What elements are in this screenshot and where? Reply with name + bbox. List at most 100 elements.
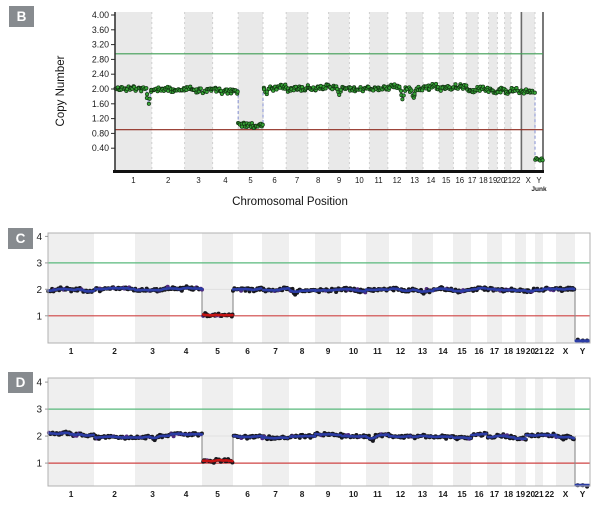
chromosome-label: 21 xyxy=(534,346,544,356)
chromosome-label: 7 xyxy=(273,489,278,499)
chromosome-label: X xyxy=(526,176,532,185)
chromosome-label: 15 xyxy=(457,489,467,499)
junk-sublabel: Junk xyxy=(531,186,547,193)
y-axis-ticks: 4 3 2 1 xyxy=(36,378,48,470)
chromosome-label: 17 xyxy=(468,176,477,185)
chromosome-label: 11 xyxy=(375,176,383,185)
chromosome-label: 4 xyxy=(184,346,189,356)
chromosome-label: 3 xyxy=(150,489,155,499)
chromosome-label: 12 xyxy=(396,346,406,356)
y-tick-label: 1.20 xyxy=(92,114,109,124)
chromosome-label: 5 xyxy=(215,489,220,499)
panel-d-label: D xyxy=(8,372,33,393)
chromosome-label: 18 xyxy=(504,489,514,499)
chromosome-label: 4 xyxy=(223,176,228,185)
y-axis-ticks: 4 3 2 1 xyxy=(36,232,48,322)
chromosome-label: 12 xyxy=(396,489,406,499)
chromosome-label: 5 xyxy=(248,176,253,185)
chromosome-label: 1 xyxy=(131,176,135,185)
chromosome-label: 16 xyxy=(455,176,464,185)
plot-border xyxy=(47,232,591,344)
chromosome-label: 8 xyxy=(300,489,305,499)
chromosome-label: 22 xyxy=(545,346,555,356)
y-tick-label: 3 xyxy=(36,258,42,269)
chromosome-label: 19 xyxy=(489,176,498,185)
y-tick-label: 4.00 xyxy=(92,10,109,20)
chromosome-label: 14 xyxy=(427,176,436,185)
y-tick-label: 2 xyxy=(36,432,42,443)
segment-mean-lines xyxy=(46,286,591,343)
chromosome-label: 20 xyxy=(526,489,536,499)
chromosome-label: 11 xyxy=(373,346,382,356)
chromosome-label: 10 xyxy=(349,489,359,499)
chromosome-label: 15 xyxy=(457,346,467,356)
y-tick-label: 2 xyxy=(36,285,42,296)
chromosome-label: 12 xyxy=(393,176,402,185)
segment-mean-lines xyxy=(47,431,591,487)
chromosome-label: 17 xyxy=(490,489,500,499)
y-tick-label: 3 xyxy=(36,405,42,416)
y-tick-label: 2.40 xyxy=(92,69,109,79)
chromosome-label: 3 xyxy=(196,176,200,185)
y-tick-label: 3.60 xyxy=(92,25,109,35)
chromosome-label: 20 xyxy=(497,176,506,185)
chromosome-label: 20 xyxy=(526,346,536,356)
chromosome-label: 9 xyxy=(326,489,331,499)
chromosome-label: X xyxy=(563,346,569,356)
panel-b-x-axis-title: Chromosomal Position xyxy=(232,196,348,208)
chromosome-label: Y xyxy=(580,489,586,499)
chromosome-label: 17 xyxy=(490,346,500,356)
chromosome-label: 13 xyxy=(410,176,419,185)
chromosome-label: 6 xyxy=(245,346,250,356)
chromosome-label: 9 xyxy=(337,176,341,185)
chromosome-labels: 1 2 3 4 5 6 7 8 9 10 11 12 13 14 15 16 17 18 19 20 21 22 X Y xyxy=(69,346,586,356)
chromosome-label: 2 xyxy=(112,489,117,499)
segment-step-connectors xyxy=(201,434,576,486)
chromosome-label: 7 xyxy=(273,346,278,356)
y-tick-label: 4 xyxy=(36,232,42,243)
chromosome-boundary-lines xyxy=(151,12,536,170)
chromosome-label: Y xyxy=(580,346,586,356)
chromosome-label: X xyxy=(563,489,569,499)
chromosome-label: 16 xyxy=(474,489,484,499)
chromosome-label: 13 xyxy=(418,489,428,499)
chromosome-label: 7 xyxy=(295,176,299,185)
y-tick-label: 3.20 xyxy=(92,40,109,50)
panel-b-y-axis-title: Copy Number xyxy=(55,55,67,127)
chromosome-label: 10 xyxy=(349,346,359,356)
y-tick-label: 1.60 xyxy=(92,99,109,109)
y-tick-label: 1 xyxy=(36,459,42,470)
chromosome-label: 18 xyxy=(504,346,514,356)
chromosome-label: 6 xyxy=(272,176,276,185)
chromosome-label: 8 xyxy=(300,346,305,356)
chromosome-bands xyxy=(48,378,575,486)
y-tick-label: 4 xyxy=(36,378,42,389)
segment-step-connectors xyxy=(201,288,576,341)
chromosome-label: 3 xyxy=(150,346,155,356)
chromosome-label: 4 xyxy=(184,489,189,499)
chromosome-label: 6 xyxy=(245,489,250,499)
chromosome-label: 14 xyxy=(438,346,448,356)
chromosome-label: 13 xyxy=(418,346,428,356)
y-tick-label: 2.00 xyxy=(92,84,109,94)
panel-b-label: B xyxy=(9,6,34,27)
chromosome-label: 2 xyxy=(112,346,117,356)
panel-b-chart: 4.00 3.60 3.20 2.80 2.40 2.00 1.60 1.20 0.80 0.40… xyxy=(92,10,547,193)
chromosome-label: Y xyxy=(536,176,542,185)
y-tick-label: 1 xyxy=(36,311,42,322)
chromosome-label: 10 xyxy=(355,176,364,185)
chromosome-label: 1 xyxy=(69,489,74,499)
chromosome-label: 2 xyxy=(166,176,170,185)
chromosome-labels: 1 2 3 4 5 6 7 8 9 10 11 12 13 14 15 16 17 18 19 20 21 22 X Y xyxy=(69,489,586,499)
copy-number-points xyxy=(113,81,545,163)
chromosome-label: 9 xyxy=(326,346,331,356)
chromosome-label: 18 xyxy=(479,176,488,185)
chromosome-label: 15 xyxy=(442,176,451,185)
y-tick-label: 0.40 xyxy=(92,143,109,153)
chromosome-label: 19 xyxy=(516,346,526,356)
